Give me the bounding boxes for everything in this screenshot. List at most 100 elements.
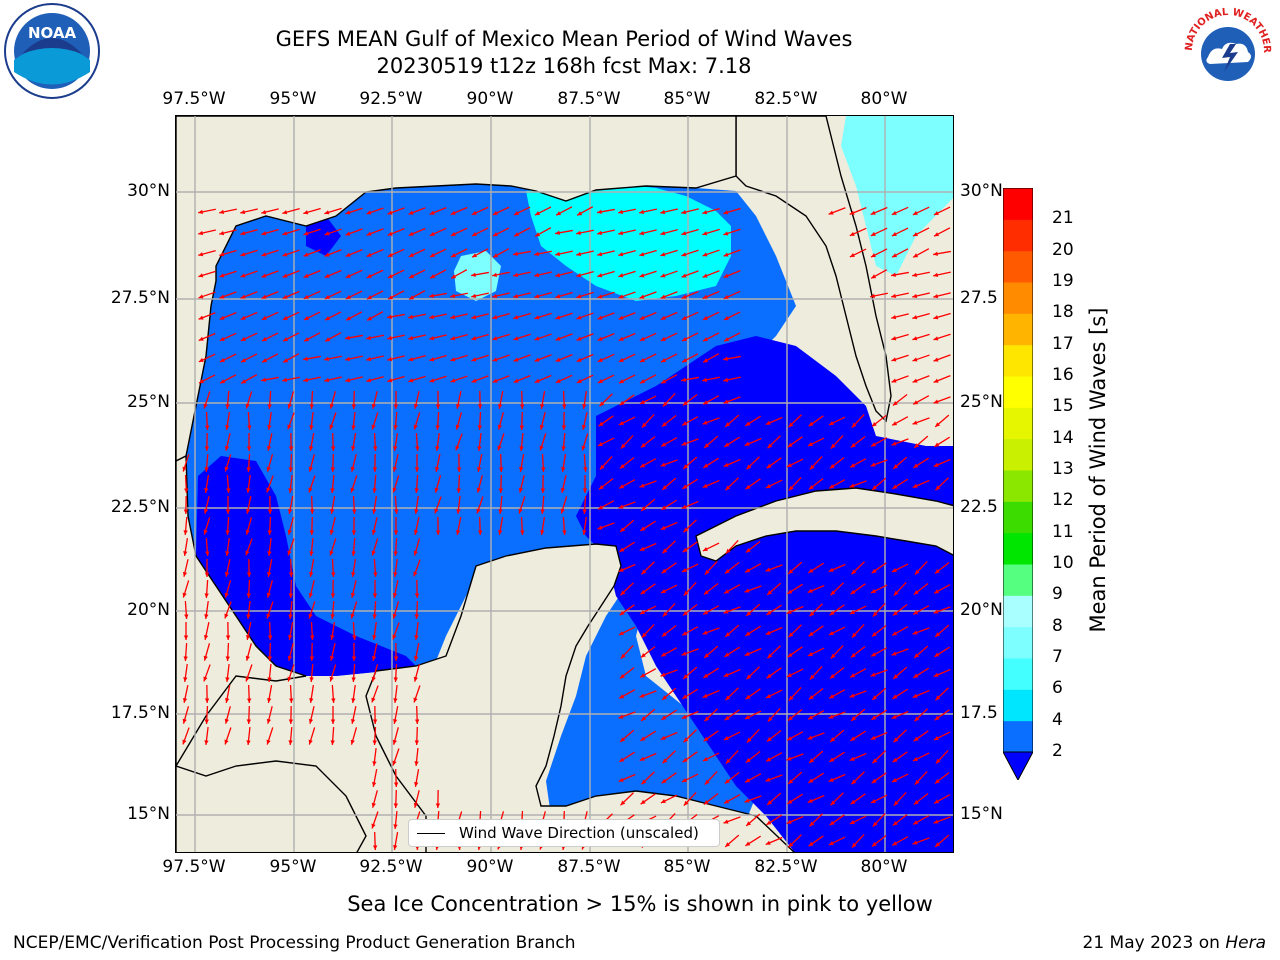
wind-arrow-head — [287, 529, 292, 535]
chart-title-line2: 20230519 t12z 168h fcst Max: 7.18 — [376, 54, 752, 78]
colorbar-label: 20 — [1052, 239, 1074, 260]
wind-arrow-head — [850, 653, 856, 658]
wind-arrow-head — [620, 737, 626, 742]
wind-arrow-head — [372, 719, 378, 724]
wind-arrow-head — [935, 485, 941, 491]
wind-arrow-head — [288, 593, 294, 598]
wind-arrow-head — [620, 590, 626, 596]
wind-arrow-head — [282, 337, 288, 342]
wind-arrow-head — [660, 336, 666, 341]
wind-arrow-head — [871, 652, 877, 657]
wind-arrow-head — [450, 210, 456, 215]
wind-arrow-head — [308, 466, 313, 472]
wind-arrow-head — [240, 209, 246, 215]
left-lat-tick: 15°N — [127, 804, 170, 824]
wind-arrow-head — [413, 802, 419, 808]
wind-arrow-head — [534, 336, 540, 341]
bottom-lon-tick: 80°W — [860, 857, 908, 877]
colorbar-segment — [1003, 658, 1033, 690]
wind-arrow-head — [745, 758, 751, 763]
wind-arrow-head — [471, 293, 477, 299]
wind-arrow-head — [309, 551, 314, 556]
wind-arrow-head — [261, 315, 267, 320]
wind-arrow-head — [288, 467, 293, 472]
colorbar-segment — [1003, 501, 1033, 534]
wind-arrow-head — [933, 462, 939, 467]
wind-arrow-head — [620, 800, 626, 806]
wind-arrow-head — [618, 777, 624, 782]
wind-arrow-head — [555, 294, 561, 299]
wind-arrow-head — [408, 231, 414, 236]
wind-arrow-head — [702, 377, 707, 382]
wind-arrow-head — [261, 252, 267, 257]
wind-arrow-head — [746, 737, 752, 743]
wind-arrow-head — [329, 529, 335, 535]
noaa-logo-text: NOAA — [28, 24, 77, 42]
wind-arrow-head — [225, 677, 230, 682]
wind-arrow-head — [266, 613, 271, 619]
wind-arrow-head — [351, 425, 356, 430]
right-lat-tick: 20°N — [960, 600, 1003, 620]
wind-arrow-head — [289, 698, 294, 703]
wind-arrow-head — [430, 274, 436, 279]
wind-arrow-head — [303, 316, 309, 320]
wind-arrow-head — [893, 590, 899, 596]
wind-arrow-head — [829, 757, 835, 762]
wind-arrow-head — [683, 527, 689, 533]
wind-arrow-head — [203, 508, 209, 514]
colorbar-label: 17 — [1052, 333, 1074, 354]
wind-arrow-head — [324, 210, 330, 215]
wind-arrow-head — [330, 488, 335, 493]
wind-arrow-head — [198, 252, 204, 257]
wind-arrow-head — [408, 378, 414, 383]
wind-arrow-head — [429, 231, 435, 236]
wind-arrow-head — [204, 446, 210, 451]
wind-arrow-head — [225, 404, 230, 409]
wind-arrow-head — [198, 209, 203, 214]
wind-arrow-head — [261, 209, 267, 215]
colorbar — [1003, 188, 1033, 780]
noaa-logo: NOAA — [2, 2, 102, 100]
wind-arrow-head — [724, 652, 730, 657]
wind-arrow-head — [266, 739, 271, 745]
land-yucatan — [365, 543, 795, 852]
wind-arrow-head — [934, 569, 940, 574]
wind-arrow-head — [562, 530, 567, 535]
wind-arrow-head — [851, 632, 857, 638]
wind-arrow-head — [618, 631, 624, 635]
wind-arrow-head — [205, 425, 210, 430]
wind-arrow-head — [639, 483, 645, 488]
wind-arrow-head — [435, 404, 441, 409]
wind-arrow-head — [240, 358, 246, 363]
wind-arrow-head — [661, 422, 667, 427]
wind-arrow-head — [891, 651, 897, 656]
wind-arrow-head — [456, 467, 462, 472]
wind-arrow-head — [787, 652, 793, 658]
wind-arrow-head — [267, 698, 272, 703]
wind-arrow-head — [891, 336, 897, 341]
wind-arrow-head — [308, 718, 314, 724]
wind-arrow-head — [807, 442, 813, 446]
wind-arrow-head — [351, 446, 356, 451]
wind-arrow-head — [870, 210, 876, 215]
wind-arrow-head — [702, 420, 708, 425]
wind-arrow-head — [393, 698, 398, 703]
wind-arrow-head — [872, 611, 878, 617]
wind-arrow-head — [246, 593, 251, 598]
ocean-dark-region-north — [306, 216, 341, 256]
wind-arrow-head — [330, 740, 335, 745]
wind-arrow-head — [429, 335, 435, 341]
wind-arrow-head — [393, 425, 398, 430]
wind-arrow-head — [267, 551, 272, 556]
right-lat-tick: 22.5 — [960, 497, 998, 517]
wind-arrow-head — [830, 800, 836, 806]
wind-arrow-head — [373, 572, 378, 577]
wind-arrow-head — [345, 356, 351, 362]
land-central-america — [176, 760, 367, 852]
right-lat-tick: 27.5 — [960, 288, 998, 308]
top-lon-tick: 85°W — [663, 89, 711, 109]
wind-arrow-head — [267, 572, 272, 577]
wind-arrow-head — [240, 231, 246, 236]
wind-arrow-head — [373, 446, 378, 451]
wind-arrow-head — [891, 272, 896, 277]
